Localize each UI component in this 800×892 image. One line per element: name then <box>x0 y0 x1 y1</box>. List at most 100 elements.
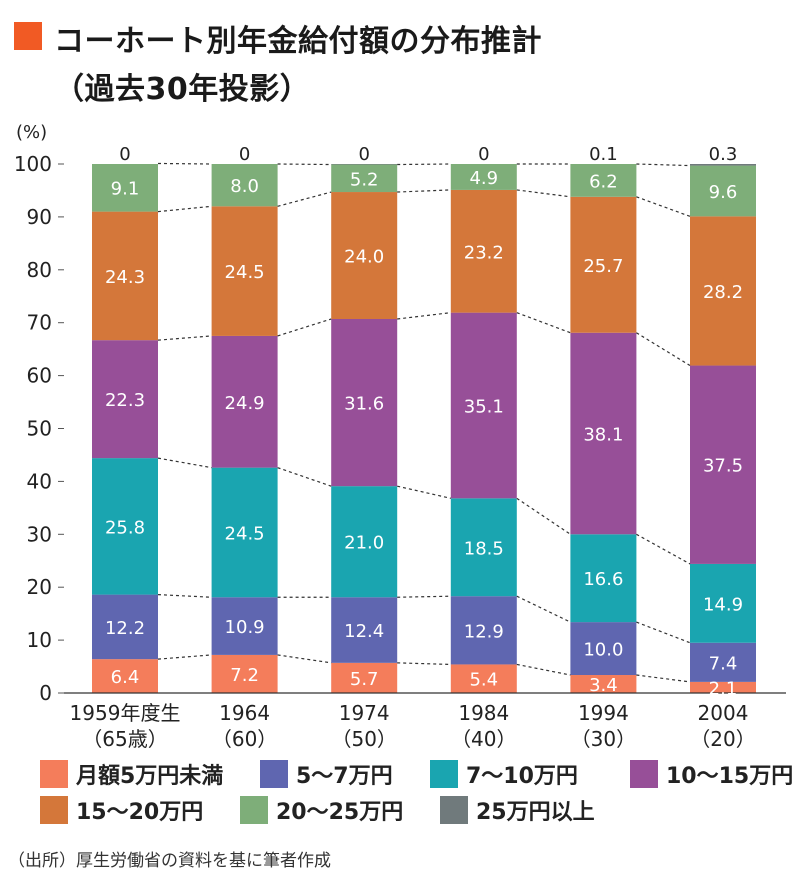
data-label: 14.9 <box>703 594 743 615</box>
legend-label: 7〜10万円 <box>466 764 578 789</box>
bar-segment <box>92 594 158 660</box>
legend-swatch <box>240 796 268 824</box>
data-label: 22.3 <box>105 390 145 411</box>
legend-item: 月額5万円未満 <box>40 758 223 790</box>
bar-segment <box>211 597 278 655</box>
bar-segment <box>92 659 158 693</box>
y-tick-label: 100 <box>14 152 52 176</box>
x-tick-sublabel: （60） <box>212 727 277 751</box>
y-tick-label: 30 <box>27 522 52 546</box>
y-tick-label: 20 <box>27 575 52 599</box>
legend-label: 10〜15万円 <box>666 764 794 789</box>
data-label: 24.5 <box>225 262 265 283</box>
bar-segment <box>331 597 398 663</box>
bar-segment <box>211 164 278 207</box>
data-label: 25.7 <box>583 256 623 277</box>
y-tick-label: 70 <box>27 311 52 335</box>
data-label: 6.4 <box>111 667 140 688</box>
connector-line <box>277 467 332 487</box>
connector-line <box>277 654 332 664</box>
x-tick-sublabel: （65歳） <box>82 727 167 751</box>
connector-line <box>397 163 451 166</box>
x-tick-label: 1984 <box>458 701 509 725</box>
legend-label: 5〜7万円 <box>296 764 393 789</box>
data-label: 12.9 <box>464 621 504 642</box>
bar-segment <box>211 335 278 468</box>
connector-line <box>277 191 332 207</box>
bar-segment <box>211 654 278 693</box>
connector-line <box>397 312 451 320</box>
legend-swatch <box>260 760 288 788</box>
data-label: 2.1 <box>709 678 738 699</box>
legend-item: 15〜20万円 <box>40 794 203 826</box>
x-tick-label: 1964 <box>219 701 270 725</box>
data-label: 10.0 <box>583 640 623 661</box>
connector-line <box>157 335 212 341</box>
data-label: 24.5 <box>225 523 265 544</box>
connector-line <box>516 189 571 198</box>
y-tick-label: 40 <box>27 469 52 493</box>
data-label: 37.5 <box>703 456 743 477</box>
data-label: 5.7 <box>350 669 379 690</box>
data-label: 6.2 <box>589 171 618 192</box>
data-label: 7.2 <box>230 665 259 686</box>
data-label: 16.6 <box>583 569 623 590</box>
x-tick-label: 2004 <box>698 701 749 725</box>
bar-segment <box>211 467 278 598</box>
bar-segment <box>92 458 158 595</box>
y-tick-label: 60 <box>27 364 52 388</box>
bar-segment <box>331 486 398 598</box>
connector-line <box>516 497 571 535</box>
legend-item: 7〜10万円 <box>430 758 578 790</box>
source-note: （出所）厚生労働省の資料を基に筆者作成 <box>8 851 331 871</box>
data-label: 35.1 <box>464 396 504 417</box>
data-label: 25.8 <box>105 517 145 538</box>
data-label: 12.2 <box>105 618 145 639</box>
bar-segment <box>331 164 398 193</box>
data-label: 21.0 <box>344 533 384 554</box>
data-label: 18.5 <box>464 538 504 559</box>
bar-segment <box>92 340 158 459</box>
bar-segment <box>331 662 398 693</box>
bar-segment <box>570 332 637 535</box>
legend-swatch <box>40 760 68 788</box>
bar-segment <box>570 675 637 693</box>
data-label: 24.9 <box>225 393 265 414</box>
data-label: 0.1 <box>589 144 618 165</box>
connector-line <box>516 595 571 623</box>
y-tick-label: 80 <box>27 258 52 282</box>
title-line-2: （過去30年投影） <box>54 72 311 107</box>
bar-segment <box>570 196 637 333</box>
legend-item: 5〜7万円 <box>260 758 393 790</box>
connector-line <box>636 674 691 683</box>
bar-segment <box>92 211 158 341</box>
bar-segment <box>570 164 637 197</box>
bar-segment <box>331 318 398 487</box>
y-tick-label: 50 <box>27 417 52 441</box>
connector-line <box>397 595 451 598</box>
legend-swatch <box>430 760 458 788</box>
x-tick-sublabel: （30） <box>571 727 636 751</box>
legend-item: 25万円以上 <box>440 794 595 826</box>
data-label: 4.9 <box>469 168 498 189</box>
data-label: 0 <box>478 144 489 165</box>
data-label: 8.0 <box>230 176 259 197</box>
data-label: 38.1 <box>583 425 623 446</box>
data-label: 5.2 <box>350 169 379 190</box>
data-label: 12.4 <box>344 621 384 642</box>
title-line-1: コーホート別年金給付額の分布推計 <box>54 24 542 59</box>
data-label: 24.3 <box>105 267 145 288</box>
data-label: 5.4 <box>469 670 498 691</box>
connector-line <box>397 485 451 499</box>
data-label: 9.1 <box>111 179 140 200</box>
data-label: 31.6 <box>344 394 384 415</box>
bar-segment <box>211 206 278 336</box>
legend-swatch <box>440 796 468 824</box>
data-label: 7.4 <box>709 653 738 674</box>
connector-line <box>397 662 451 666</box>
data-label: 0 <box>119 144 130 165</box>
connector-line <box>157 654 212 660</box>
bar-segment <box>570 534 637 623</box>
data-label: 0.3 <box>709 144 738 165</box>
connector-line <box>157 205 212 213</box>
